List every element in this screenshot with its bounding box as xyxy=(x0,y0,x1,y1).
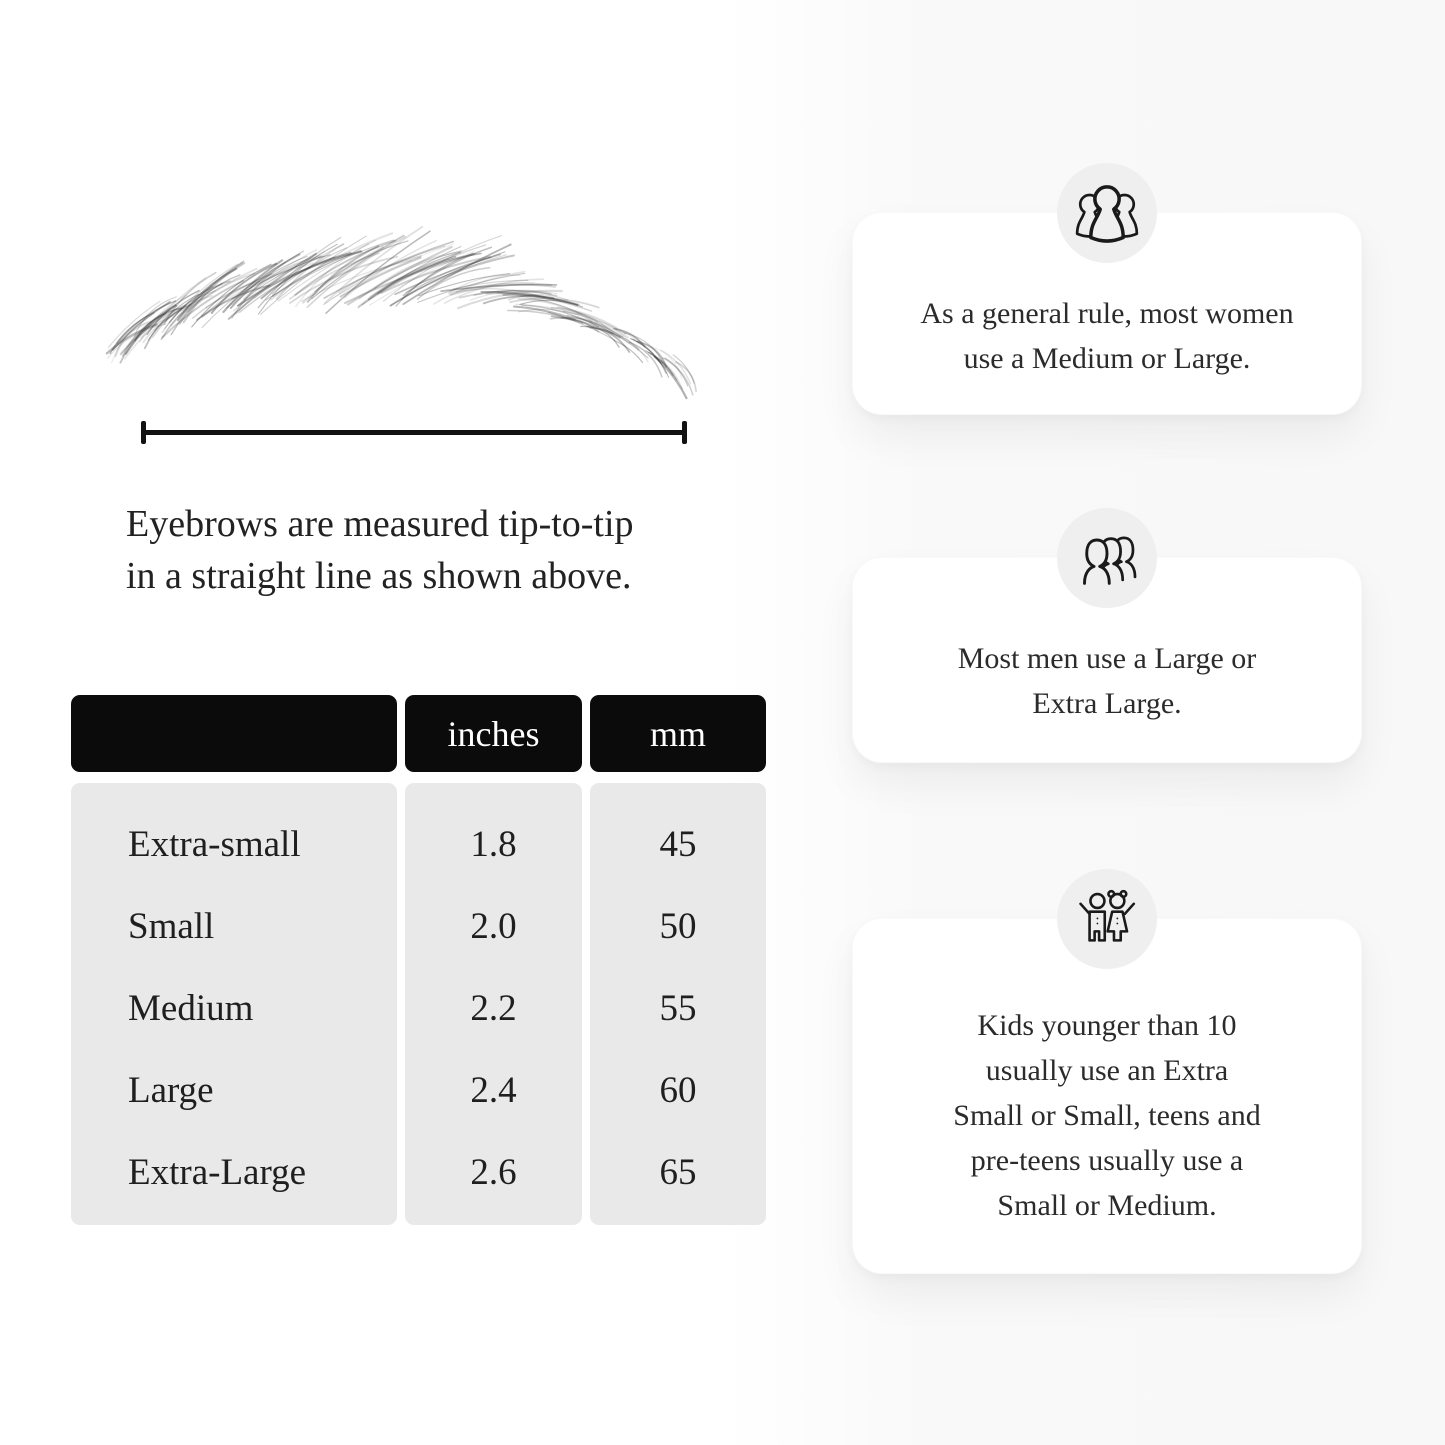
caption-line-1: Eyebrows are measured tip-to-tip xyxy=(126,503,634,545)
icon-badge xyxy=(1057,163,1157,263)
info-card-men: Most men use a Large or Extra Large. xyxy=(852,508,1362,763)
size-label-column: Extra-small Small Medium Large Extra-Lar… xyxy=(71,783,397,1225)
size-table: inches mm Extra-small Small Medium Large… xyxy=(71,695,766,1225)
inches-value: 2.0 xyxy=(470,905,517,947)
measurement-line xyxy=(141,421,687,444)
header-mm-cell: mm xyxy=(590,695,766,772)
icon-badge xyxy=(1057,869,1157,969)
inches-value: 2.2 xyxy=(470,987,517,1029)
mm-value: 60 xyxy=(659,1069,697,1111)
inches-column: 1.8 2.0 2.2 2.4 2.6 xyxy=(405,783,582,1225)
card-text-women: As a general rule, most women use a Medi… xyxy=(920,297,1294,375)
inches-value: 2.6 xyxy=(470,1151,517,1193)
size-label: Extra-Large xyxy=(128,1151,307,1193)
info-card-women: As a general rule, most women use a Medi… xyxy=(852,163,1362,415)
size-label: Extra-small xyxy=(128,823,301,865)
caption-line-2: in a straight line as shown above. xyxy=(126,555,632,597)
mm-value: 45 xyxy=(659,823,697,865)
mm-value: 55 xyxy=(659,987,697,1029)
size-table-body: Extra-small Small Medium Large Extra-Lar… xyxy=(71,783,766,1225)
inches-value: 2.4 xyxy=(470,1069,517,1111)
size-table-header: inches mm xyxy=(71,695,766,772)
mm-value: 50 xyxy=(659,905,697,947)
card-text-men: Most men use a Large or Extra Large. xyxy=(957,642,1257,720)
inches-value: 1.8 xyxy=(470,823,517,865)
icon-badge xyxy=(1057,508,1157,608)
size-label: Medium xyxy=(128,987,254,1029)
info-card-kids: Kids younger than 10 usually use an Extr… xyxy=(852,869,1362,1274)
measurement-caption: Eyebrows are measured tip-to-tip in a st… xyxy=(126,498,746,602)
header-size-cell xyxy=(71,695,397,772)
women-group-icon xyxy=(1075,185,1139,243)
mm-value: 65 xyxy=(659,1151,697,1193)
eyebrow-illustration xyxy=(105,226,697,400)
men-group-icon xyxy=(1083,536,1137,585)
card-text-kids: Kids younger than 10 usually use an Extr… xyxy=(953,1009,1261,1222)
header-inches-cell: inches xyxy=(405,695,582,772)
size-label: Small xyxy=(128,905,215,947)
size-label: Large xyxy=(128,1069,214,1111)
children-icon xyxy=(1079,889,1136,942)
mm-column: 45 50 55 60 65 xyxy=(590,783,766,1225)
